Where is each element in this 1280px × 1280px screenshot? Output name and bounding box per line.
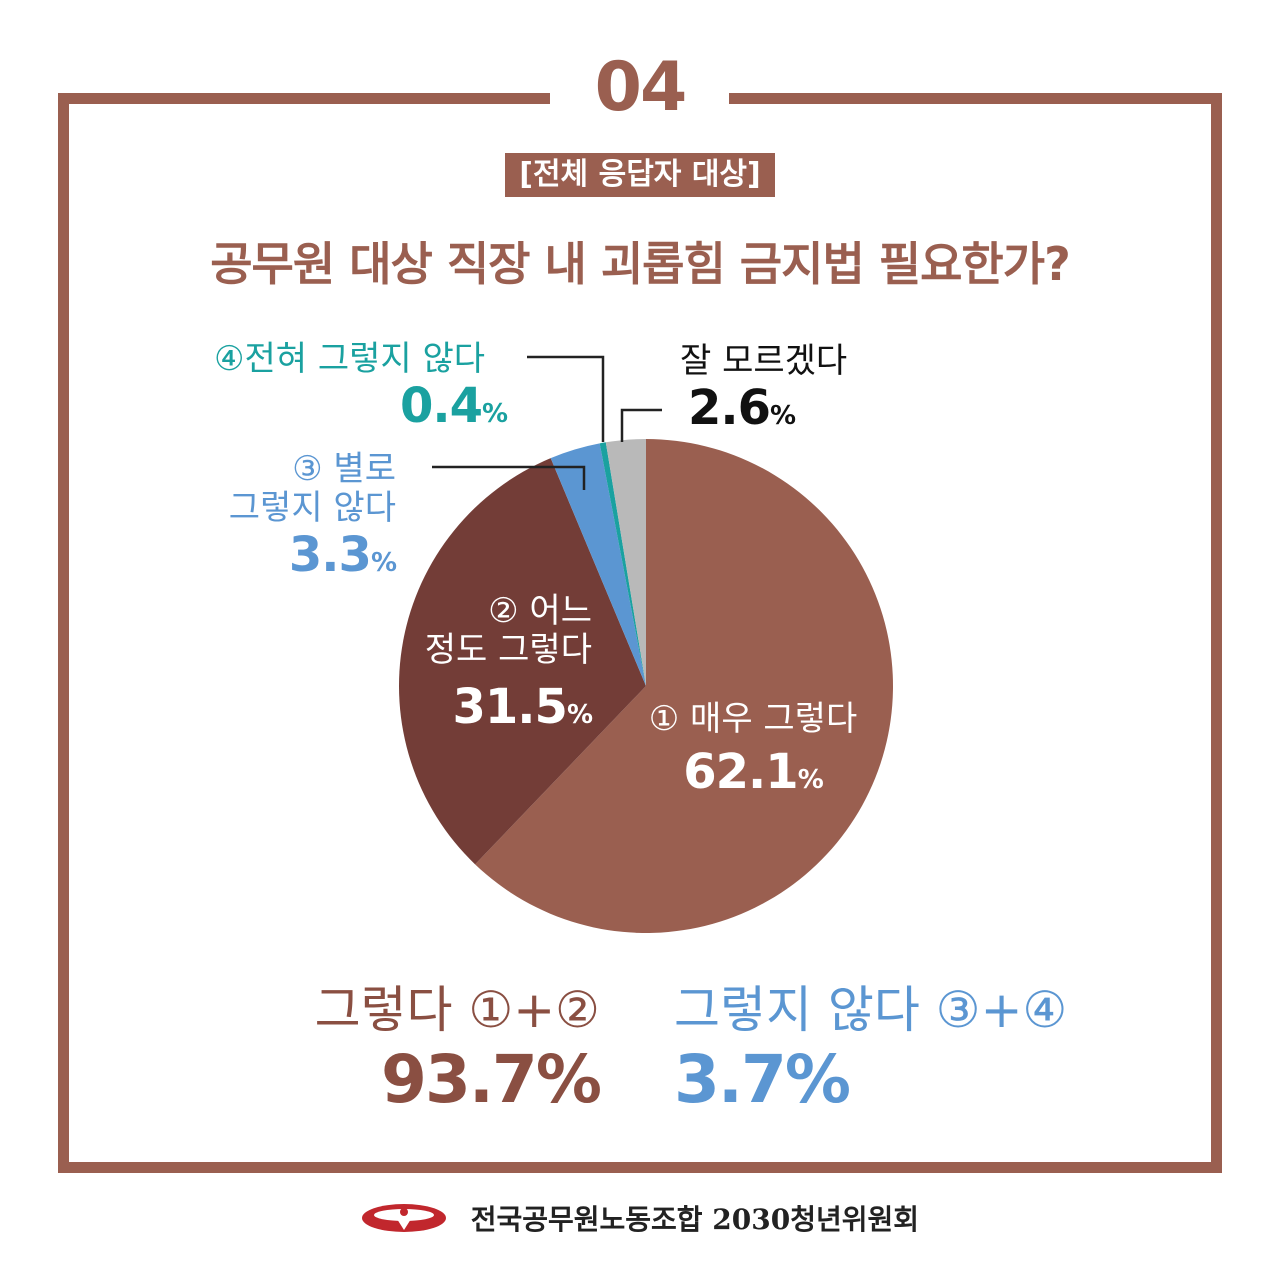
slice-very-yes bbox=[475, 439, 893, 933]
label-not-at-all: ④전혀 그렇지 않다 0.4% bbox=[214, 339, 508, 435]
card-number: 04 bbox=[594, 48, 688, 127]
summary-yes-label: 그렇다 ①+② bbox=[314, 981, 600, 1039]
frame-top-right bbox=[729, 93, 1222, 104]
footer-text: 전국공무원노동조합 2030청년위원회 bbox=[470, 1203, 920, 1236]
label-somewhat-no-line1: ③ 별로 bbox=[292, 449, 396, 489]
slice-somewhat-no bbox=[550, 443, 646, 686]
label-somewhat-yes: ② 어느 정도 그렇다 31.5% bbox=[396, 591, 594, 736]
label-somewhat-no: ③ 별로 그렇지 않다 3.3% bbox=[210, 449, 397, 584]
leader-not-at-all bbox=[527, 355, 605, 442]
summary-no-value: 3.7% bbox=[674, 1041, 851, 1118]
summary-no: 그렇지 않다 ③+④ 3.7% bbox=[674, 980, 1114, 1119]
label-somewhat-yes-line1: ② 어느 bbox=[488, 591, 592, 631]
frame-bottom bbox=[58, 1162, 1222, 1173]
label-very-yes-text: ① 매우 그렇다 bbox=[648, 699, 858, 739]
footer: 전국공무원노동조합 2030청년위원회 bbox=[0, 1198, 1280, 1238]
page-title: 공무원 대상 직장 내 괴롭힘 금지법 필요한가? bbox=[210, 237, 1071, 291]
summary-yes: 그렇다 ①+② 93.7% bbox=[270, 980, 602, 1119]
leader-dont-know bbox=[620, 408, 662, 442]
summary-yes-value: 93.7% bbox=[381, 1041, 602, 1118]
frame-left bbox=[58, 93, 69, 1173]
slice-not-at-all bbox=[599, 442, 646, 686]
slice-somewhat-yes bbox=[398, 458, 646, 865]
summary-no-label: 그렇지 않다 ③+④ bbox=[674, 981, 1068, 1039]
label-somewhat-yes-line2: 정도 그렇다 bbox=[424, 630, 592, 671]
slice-dont-know bbox=[605, 439, 646, 686]
subtitle-badge: [전체 응답자 대상] bbox=[505, 153, 775, 197]
label-not-at-all-value: 0.4% bbox=[400, 378, 508, 435]
label-somewhat-no-line2: 그렇지 않다 bbox=[228, 488, 396, 529]
label-dont-know: 잘 모르겠다 2.6% bbox=[680, 341, 848, 437]
frame-top-left bbox=[58, 93, 550, 104]
leader-somewhat-no bbox=[432, 465, 586, 490]
label-dont-know-value: 2.6% bbox=[688, 380, 796, 437]
label-somewhat-yes-value: 31.5% bbox=[452, 679, 594, 736]
label-not-at-all-text: ④전혀 그렇지 않다 bbox=[214, 339, 486, 379]
frame-right bbox=[1211, 93, 1222, 1173]
union-logo-icon bbox=[361, 1204, 446, 1232]
label-dont-know-text: 잘 모르겠다 bbox=[680, 341, 848, 381]
label-somewhat-no-value: 3.3% bbox=[288, 527, 397, 584]
label-very-yes: ① 매우 그렇다 62.1% bbox=[638, 699, 868, 801]
label-very-yes-value: 62.1% bbox=[683, 744, 824, 801]
